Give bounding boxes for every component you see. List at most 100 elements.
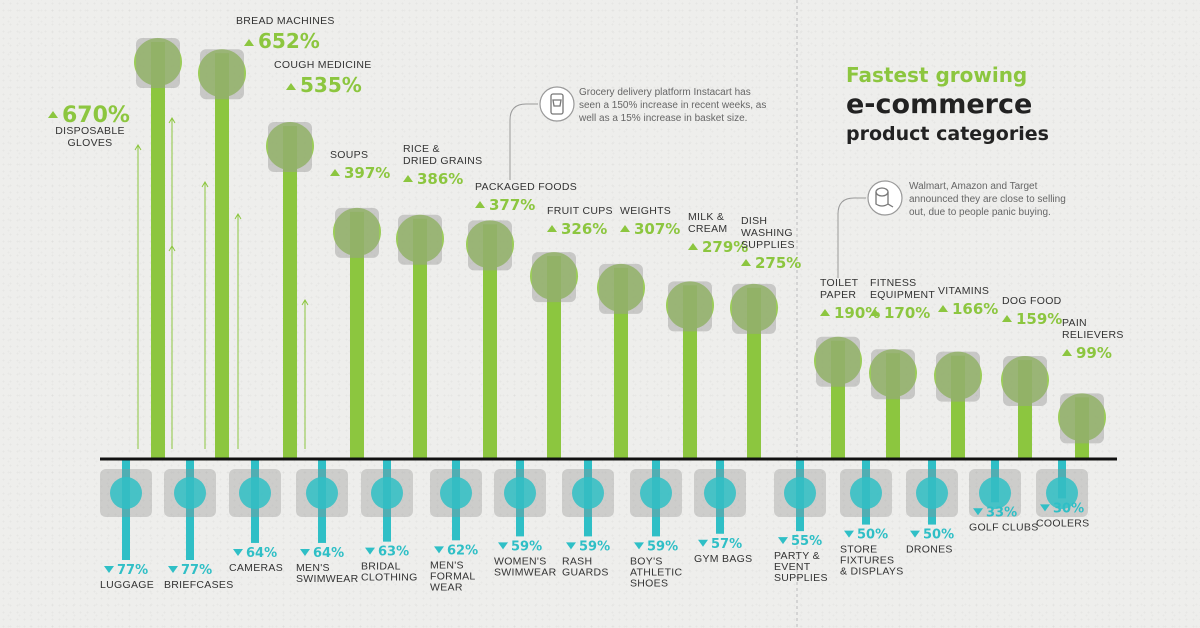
marker-bridal-clothing bbox=[371, 477, 403, 509]
label-store-fixtures-and-displays-line-1: STORE bbox=[840, 544, 877, 556]
chart-title: Fastest growing e-commerce product categ… bbox=[846, 63, 1049, 145]
marker-store-fixtures-and-displays bbox=[850, 477, 882, 509]
value-milk-and-cream: 279% bbox=[702, 238, 748, 256]
bar-fruit-cups bbox=[547, 256, 561, 459]
instacart-note-line-2: seen a 150% increase in recent weeks, as bbox=[579, 100, 766, 111]
title-line-1: Fastest growing bbox=[846, 63, 1027, 87]
label-vitamins-line-1: VITAMINS bbox=[938, 285, 989, 297]
marker-cough-medicine bbox=[266, 122, 314, 171]
value-cameras: 64% bbox=[246, 546, 277, 561]
label-mens-swimwear-line-2: SWIMWEAR bbox=[296, 573, 359, 585]
down-arrow-icon bbox=[233, 548, 243, 556]
marker-coolers bbox=[1046, 477, 1078, 509]
label-fitness-equipment-line-2: EQUIPMENT bbox=[870, 289, 935, 301]
toilet-paper-note-line-2: announced they are close to selling bbox=[909, 194, 1066, 205]
value-gym-bags: 57% bbox=[711, 537, 742, 552]
pain-reliever-icon bbox=[1060, 393, 1104, 444]
label-rice-and-dried-grains-line-2: DRIED GRAINS bbox=[403, 155, 482, 167]
value-vitamins: 166% bbox=[952, 300, 998, 318]
value-mens-formal-wear: 62% bbox=[447, 543, 478, 558]
toilet-paper-note-line-1: Walmart, Amazon and Target bbox=[909, 181, 1038, 192]
value-bridal-clothing: 63% bbox=[378, 545, 409, 560]
label-soups-line-1: SOUPS bbox=[330, 149, 368, 161]
value-briefcases: 77% bbox=[181, 563, 212, 578]
label-womens-swimwear-line-1: WOMEN'S bbox=[494, 555, 547, 567]
toilet-paper-note-leader bbox=[837, 197, 866, 278]
value-store-fixtures-and-displays: 50% bbox=[857, 528, 888, 543]
marker-drones bbox=[916, 477, 948, 509]
value-dog-food: 159% bbox=[1016, 310, 1062, 328]
label-dish-washing-supplies-line-1: DISH bbox=[741, 215, 767, 227]
marker-weights bbox=[597, 263, 645, 312]
up-arrow-icon bbox=[741, 259, 751, 266]
label-bread-machines-line-1: BREAD MACHINES bbox=[236, 15, 335, 27]
shopping-cart-icon-circle bbox=[539, 86, 575, 122]
disposable-gloves-icon bbox=[136, 38, 180, 88]
up-arrow-icon bbox=[48, 111, 58, 118]
down-arrow-icon bbox=[300, 548, 310, 556]
label-toilet-paper-line-1: TOILET bbox=[820, 277, 859, 289]
toilet-paper-note-line-3: out, due to people panic buying. bbox=[909, 207, 1051, 218]
value-golf-clubs: 33% bbox=[986, 505, 1017, 520]
label-party-and-event-supplies-line-3: SUPPLIES bbox=[774, 572, 828, 584]
label-cameras-line-1: CAMERAS bbox=[229, 562, 283, 574]
label-party-and-event-supplies-line-1: PARTY & bbox=[774, 550, 820, 562]
up-arrow-icon bbox=[286, 83, 296, 90]
down-arrow-icon bbox=[973, 508, 983, 516]
down-arrow-icon bbox=[910, 530, 920, 538]
label-womens-swimwear-line-2: SWIMWEAR bbox=[494, 566, 557, 578]
instacart-note-leader bbox=[509, 103, 538, 180]
value-dish-washing-supplies: 275% bbox=[755, 254, 801, 272]
down-arrow-icon bbox=[778, 537, 788, 545]
marker-gym-bags bbox=[704, 477, 736, 509]
marker-cameras bbox=[239, 477, 271, 509]
up-arrow-icon bbox=[547, 225, 557, 232]
jump-rope-icon bbox=[871, 349, 915, 400]
marker-fitness-equipment bbox=[869, 349, 917, 398]
value-mens-swimwear: 64% bbox=[313, 546, 344, 561]
label-rice-and-dried-grains-line-1: RICE & bbox=[403, 143, 440, 155]
rise-arrow-head bbox=[168, 245, 176, 252]
soup-can-icon bbox=[335, 207, 379, 258]
marker-dish-washing-supplies bbox=[730, 283, 778, 332]
title-line-3: product categories bbox=[846, 123, 1049, 145]
label-fruit-cups-line-1: FRUIT CUPS bbox=[547, 205, 613, 217]
value-disposable-gloves: 670% bbox=[62, 103, 130, 128]
label-gym-bags-line-1: GYM BAGS bbox=[694, 553, 752, 565]
marker-vitamins bbox=[934, 351, 982, 400]
marker-fruit-cups bbox=[530, 252, 578, 301]
value-boys-athletic-shoes: 59% bbox=[647, 539, 678, 554]
rise-arrow-head bbox=[201, 181, 209, 188]
vitamins-icon bbox=[936, 351, 980, 402]
instacart-note: Grocery delivery platform Instacart has … bbox=[509, 86, 766, 180]
value-cough-medicine: 535% bbox=[300, 73, 362, 97]
toilet-paper-note: Walmart, Amazon and Target announced the… bbox=[837, 180, 1066, 278]
dish-soap-icon bbox=[732, 283, 776, 334]
value-coolers: 30% bbox=[1053, 501, 1084, 516]
growth-bars bbox=[134, 38, 1106, 460]
rice-bag-icon bbox=[398, 214, 442, 265]
marker-luggage bbox=[110, 477, 142, 509]
cough-medicine-icon bbox=[268, 122, 312, 173]
label-cough-medicine-line-1: COUGH MEDICINE bbox=[274, 59, 372, 71]
value-bread-machines: 652% bbox=[258, 29, 320, 53]
packaged-food-icon bbox=[468, 220, 512, 271]
marker-womens-swimwear bbox=[504, 477, 536, 509]
label-dog-food-line-1: DOG FOOD bbox=[1002, 295, 1062, 307]
decline-labels: 77%LUGGAGE77%BRIEFCASES64%CAMERAS64%MEN'… bbox=[100, 501, 1089, 593]
bar-bread-machines bbox=[215, 53, 229, 460]
label-golf-clubs-line-1: GOLF CLUBS bbox=[969, 521, 1039, 533]
label-boys-athletic-shoes-line-2: ATHLETIC bbox=[630, 566, 682, 578]
label-disposable-gloves-line-1: DISPOSABLE bbox=[55, 125, 125, 137]
label-mens-formal-wear-line-3: WEAR bbox=[430, 581, 463, 593]
marker-packaged-foods bbox=[466, 220, 514, 269]
title-line-2: e-commerce bbox=[846, 89, 1032, 120]
up-arrow-icon bbox=[403, 175, 413, 182]
rise-arrow-head bbox=[301, 299, 309, 306]
label-dish-washing-supplies-line-2: WASHING bbox=[741, 227, 793, 239]
value-fruit-cups: 326% bbox=[561, 220, 607, 238]
value-womens-swimwear: 59% bbox=[511, 539, 542, 554]
instacart-note-line-3: well as a 15% increase in basket size. bbox=[578, 113, 747, 124]
label-dish-washing-supplies-line-3: SUPPLIES bbox=[741, 239, 795, 251]
toilet-paper-icon-circle bbox=[867, 180, 903, 216]
